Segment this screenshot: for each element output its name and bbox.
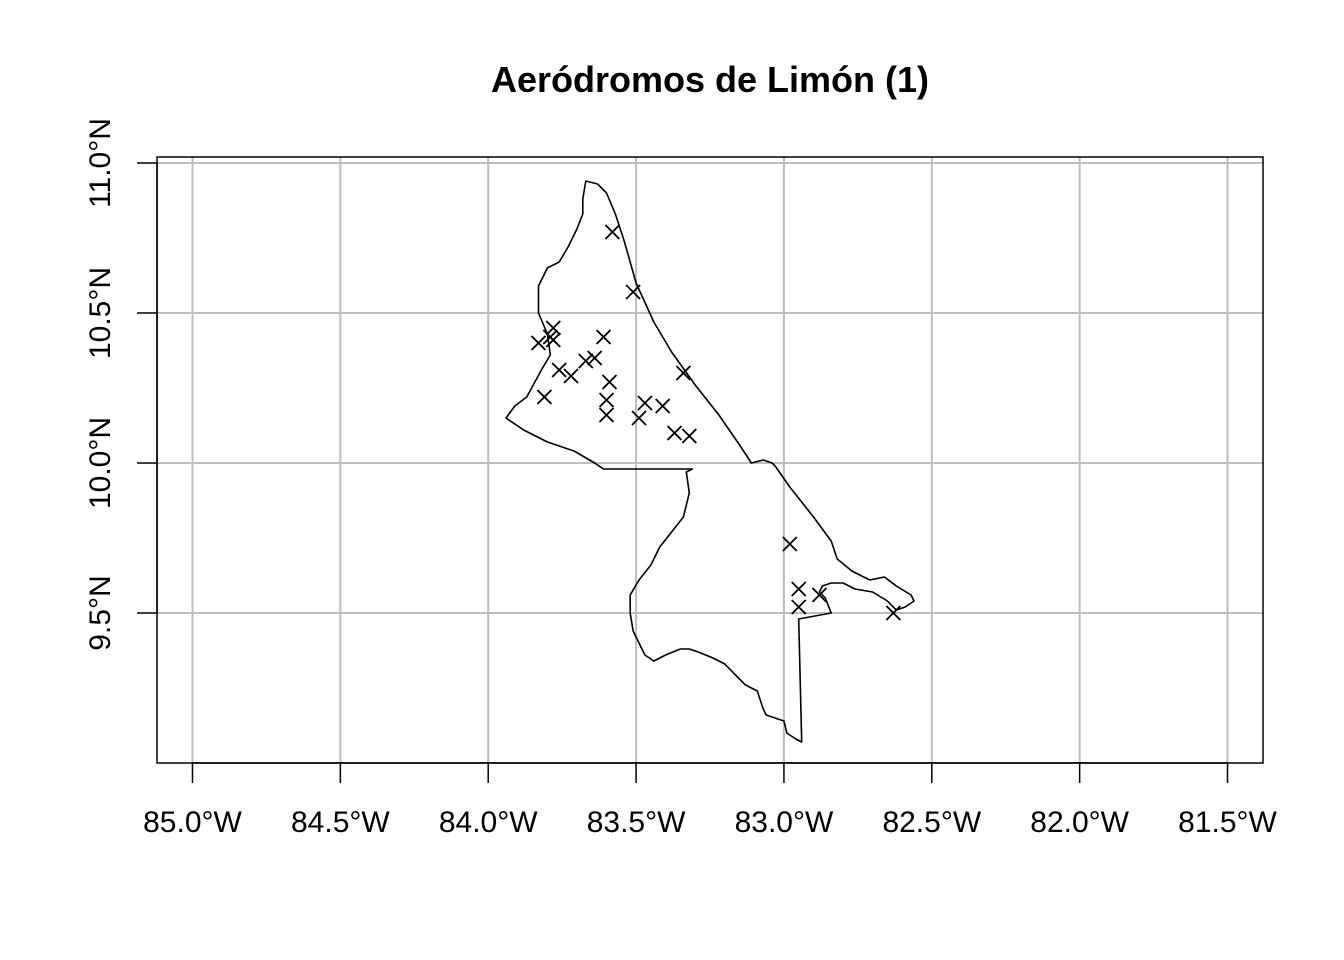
- x-tick-label: 84.5°W: [291, 806, 390, 839]
- aerodrome-marker: [551, 362, 567, 378]
- aerodrome-marker: [598, 392, 615, 408]
- y-tick-label: 10.0°N: [84, 417, 117, 509]
- x-tick-label: 85.0°W: [143, 806, 242, 839]
- aerodrome-marker: [782, 536, 798, 552]
- y-tick-label: 9.5°N: [84, 575, 117, 650]
- aerodrome-marker: [885, 605, 901, 621]
- x-tick-label: 83.0°W: [735, 806, 834, 839]
- province-outline: [505, 180, 915, 743]
- x-tick-label: 84.0°W: [439, 806, 538, 839]
- grid-lines: [157, 157, 1263, 763]
- aerodrome-marker: [563, 368, 579, 384]
- aerodrome-marker: [545, 320, 561, 336]
- aerodrome-marker: [530, 335, 547, 351]
- aerodrome-marker: [598, 407, 615, 423]
- aerodrome-marker: [631, 410, 647, 426]
- aerodrome-marker: [675, 365, 692, 381]
- x-axis: 85.0°W 84.5°W 84.0°W 83.5°W 83.0°W 82.5°W 82.0…: [143, 762, 1278, 839]
- aerodrome-marker: [791, 599, 807, 615]
- x-tick-label: 81.5°W: [1178, 806, 1277, 839]
- aerodrome-marker: [545, 332, 561, 348]
- chart-title: Aeródromos de Limón (1): [491, 59, 929, 100]
- y-tick-label: 11.0°N: [84, 118, 117, 208]
- aerodrome-marker: [625, 284, 641, 300]
- aerodrome-marker: [604, 224, 621, 240]
- aerodrome-marker: [587, 350, 603, 366]
- y-tick-label: 10.5°N: [84, 267, 117, 359]
- plot-frame: [156, 156, 1264, 764]
- aerodrome-markers: [530, 224, 901, 621]
- aerodrome-marker: [601, 374, 618, 390]
- aerodrome-marker: [681, 428, 697, 444]
- aerodrome-marker: [811, 587, 828, 603]
- x-tick-label: 82.5°W: [882, 806, 981, 839]
- aerodrome-marker: [637, 395, 653, 411]
- x-tick-label: 82.0°W: [1030, 806, 1129, 839]
- aerodrome-marker: [536, 389, 553, 405]
- aerodrome-marker: [791, 581, 807, 597]
- aerodrome-marker: [655, 398, 671, 414]
- aerodrome-marker: [666, 425, 683, 441]
- x-tick-label: 83.5°W: [587, 806, 686, 839]
- limon-province-boundary: [505, 180, 915, 743]
- aerodrome-marker: [578, 353, 594, 369]
- aerodrome-marker: [595, 329, 612, 345]
- y-axis: 9.5°N 10.0°N 10.5°N 11.0°N: [84, 118, 158, 651]
